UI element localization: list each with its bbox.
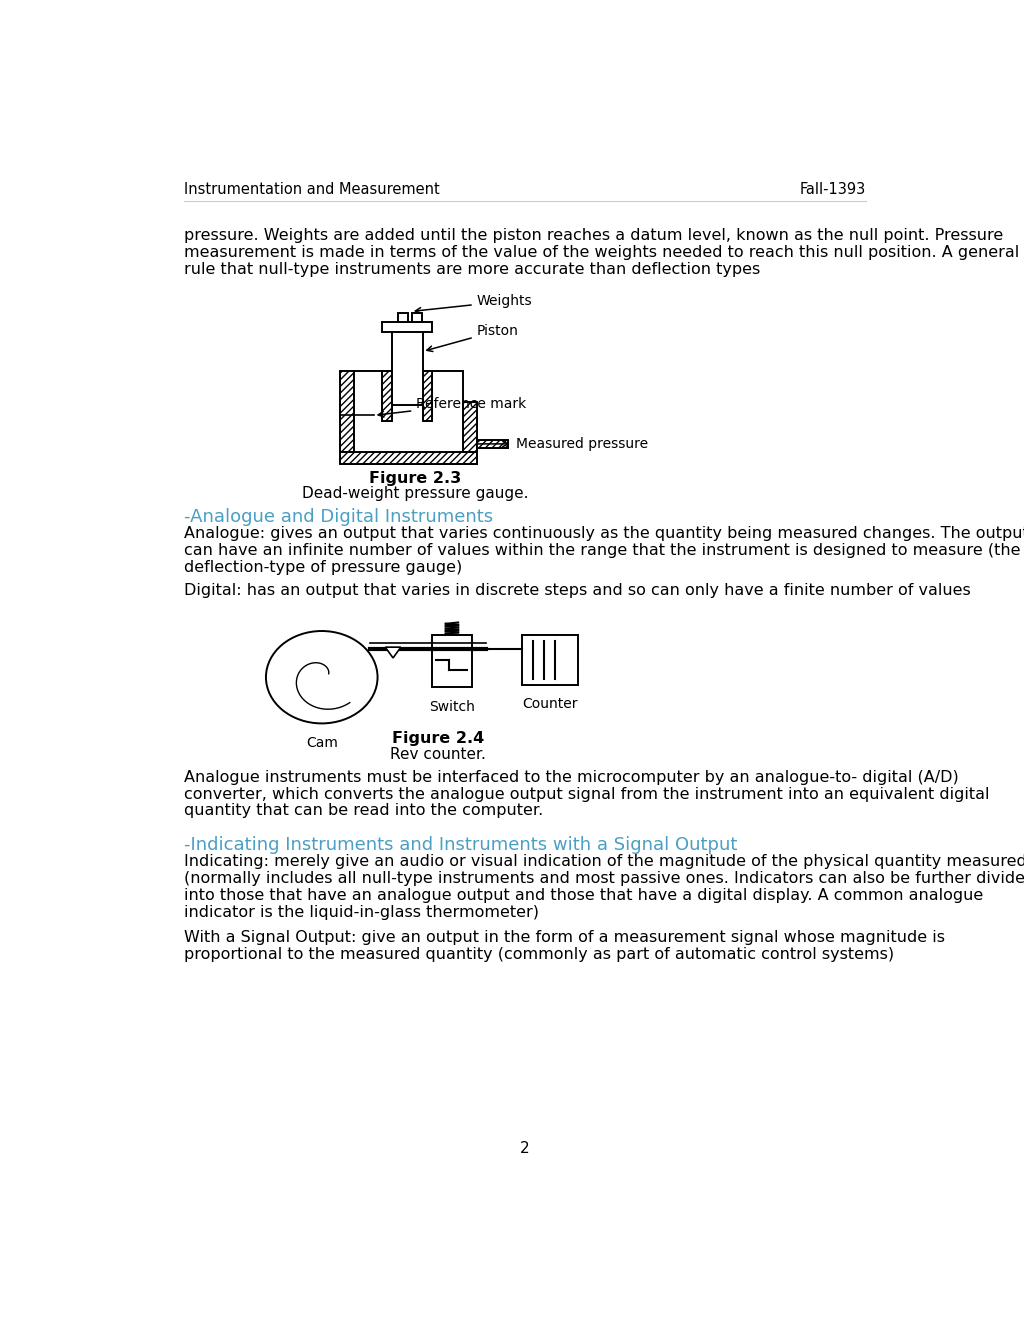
Text: measurement is made in terms of the value of the weights needed to reach this nu: measurement is made in terms of the valu…	[183, 245, 1019, 260]
Text: Piston: Piston	[427, 323, 518, 351]
Bar	[477, 440, 508, 448]
Bar	[423, 371, 432, 421]
Bar	[354, 371, 463, 452]
Text: indicator is the liquid-in-glass thermometer): indicator is the liquid-in-glass thermom…	[183, 905, 539, 920]
Text: Analogue instruments must be interfaced to the microcomputer by an analogue-to- : Analogue instruments must be interfaced …	[183, 770, 958, 784]
Text: Counter: Counter	[522, 697, 578, 712]
Text: Rev counter.: Rev counter.	[390, 746, 486, 762]
Text: Cam: Cam	[306, 735, 338, 750]
Bar	[340, 452, 477, 464]
Text: 2: 2	[520, 1141, 529, 1157]
Bar	[397, 313, 408, 322]
Text: Analogue: gives an output that varies continuously as the quantity being measure: Analogue: gives an output that varies co…	[183, 526, 1024, 542]
Polygon shape	[385, 647, 400, 659]
Text: Figure 2.4: Figure 2.4	[392, 731, 484, 746]
Text: Indicating: merely give an audio or visual indication of the magnitude of the ph: Indicating: merely give an audio or visu…	[183, 855, 1024, 869]
Bar	[412, 313, 422, 322]
Text: With a Signal Output: give an output in the form of a measurement signal whose m: With a Signal Output: give an output in …	[183, 930, 945, 945]
Bar	[432, 635, 472, 688]
Text: quantity that can be read into the computer.: quantity that can be read into the compu…	[183, 803, 543, 819]
Text: Fall-1393: Fall-1393	[800, 182, 866, 196]
Bar	[340, 371, 354, 452]
Bar	[423, 371, 432, 421]
Text: Measured pressure: Measured pressure	[478, 437, 647, 450]
Text: Figure 2.3: Figure 2.3	[369, 470, 461, 486]
Text: (normally includes all null-type instruments and most passive ones. Indicators c: (normally includes all null-type instrum…	[183, 872, 1024, 886]
Bar	[340, 371, 354, 452]
Text: pressure. Weights are added until the piston reaches a datum level, known as the: pressure. Weights are added until the pi…	[183, 228, 1004, 244]
Bar	[521, 635, 578, 685]
Text: proportional to the measured quantity (commonly as part of automatic control sys: proportional to the measured quantity (c…	[183, 946, 894, 962]
Bar	[382, 371, 391, 421]
Text: deflection-type of pressure gauge): deflection-type of pressure gauge)	[183, 560, 462, 575]
Text: Weights: Weights	[416, 294, 532, 313]
Text: -Analogue and Digital Instruments: -Analogue and Digital Instruments	[183, 507, 493, 526]
Text: Switch: Switch	[429, 700, 475, 714]
Bar	[382, 322, 432, 333]
Text: Reference mark: Reference mark	[378, 398, 526, 417]
Text: Instrumentation and Measurement: Instrumentation and Measurement	[183, 182, 439, 196]
Text: Dead-weight pressure gauge.: Dead-weight pressure gauge.	[301, 486, 528, 501]
Bar	[391, 329, 423, 405]
Bar	[463, 401, 477, 452]
Text: -Indicating Instruments and Instruments with a Signal Output: -Indicating Instruments and Instruments …	[183, 836, 737, 853]
Text: Digital: has an output that varies in discrete steps and so can only have a fini: Digital: has an output that varies in di…	[183, 583, 971, 599]
Text: rule that null-type instruments are more accurate than deflection types: rule that null-type instruments are more…	[183, 262, 760, 277]
Text: into those that have an analogue output and those that have a digital display. A: into those that have an analogue output …	[183, 888, 983, 904]
Text: converter, which converts the analogue output signal from the instrument into an: converter, which converts the analogue o…	[183, 787, 989, 802]
Bar	[477, 440, 508, 448]
Bar	[463, 401, 477, 452]
Bar	[382, 371, 391, 421]
Text: can have an infinite number of values within the range that the instrument is de: can have an infinite number of values wi…	[183, 543, 1020, 558]
Bar	[340, 452, 477, 464]
